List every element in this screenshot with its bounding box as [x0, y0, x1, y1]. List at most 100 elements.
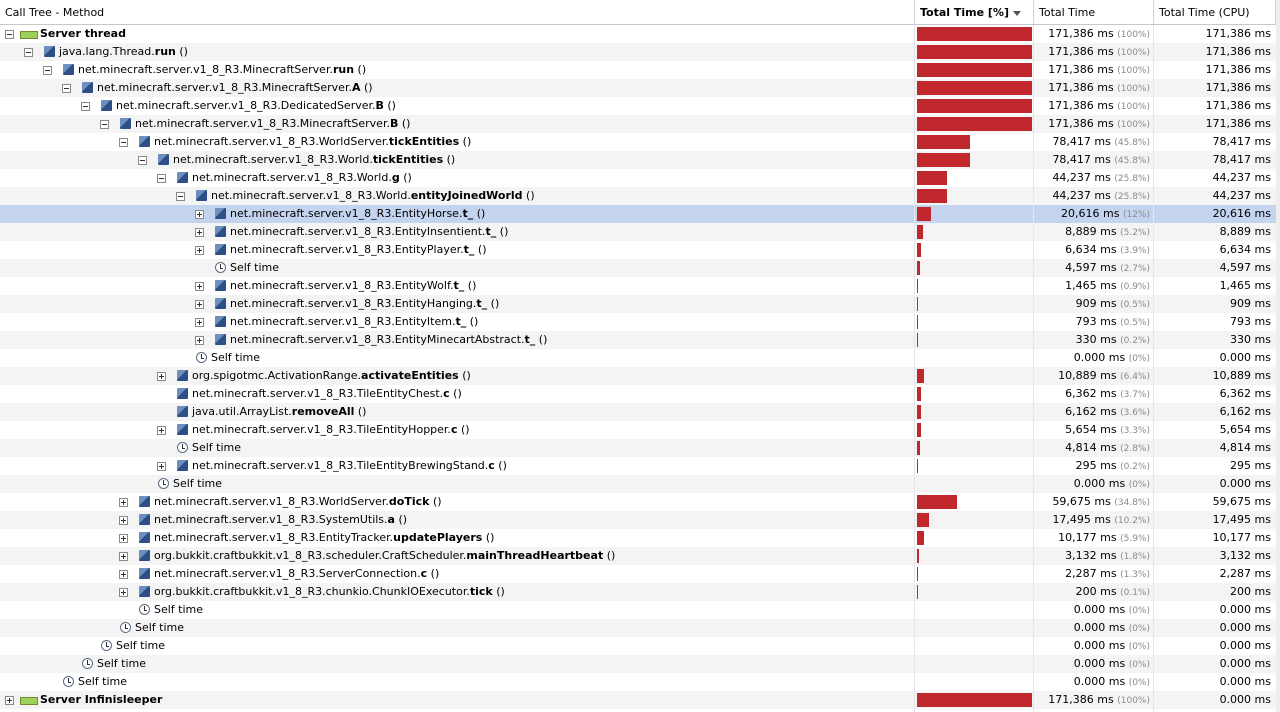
expand-toggle[interactable]: [119, 534, 128, 543]
tree-row[interactable]: Self time 0.000 ms (0%) 0.000 ms: [0, 655, 1276, 673]
class-name: net.minecraft.server.v1_8_R3.SystemUtils…: [154, 513, 388, 526]
tree-row[interactable]: Server Infinisleeper 171,386 ms (100%) 0.0…: [0, 691, 1276, 709]
tree-row[interactable]: Server thread 171,386 ms (100%) 171,386 ms: [0, 25, 1276, 43]
cpu-time-text: 78,417 ms: [1212, 135, 1271, 148]
expand-toggle[interactable]: [195, 210, 204, 219]
method: t_: [463, 243, 475, 256]
cpu-time: 0.000 ms: [1154, 349, 1271, 367]
column-header[interactable]: Total Time (CPU): [1154, 0, 1276, 24]
expand-toggle[interactable]: [195, 228, 204, 237]
arguments: (): [492, 585, 505, 598]
tree-row[interactable]: net.minecraft.server.v1_8_R3.MinecraftSe…: [0, 79, 1276, 97]
total-time-text: 0.000 ms (0%): [1074, 619, 1150, 638]
tree-row[interactable]: net.minecraft.server.v1_8_R3.SystemUtils…: [0, 511, 1276, 529]
tree-row[interactable]: net.minecraft.server.v1_8_R3.TileEntityB…: [0, 457, 1276, 475]
arguments: (): [494, 459, 507, 472]
arguments: (): [487, 297, 500, 310]
self-time-label: Self time: [97, 657, 147, 670]
tree-row[interactable]: Self time 4,597 ms (2.7%) 4,597 ms: [0, 259, 1276, 277]
time-bar: [917, 225, 923, 239]
collapse-toggle[interactable]: [157, 174, 166, 183]
collapse-toggle[interactable]: [119, 138, 128, 147]
expand-toggle[interactable]: [119, 498, 128, 507]
tree-row[interactable]: Self time 0.000 ms (0%) 0.000 ms: [0, 637, 1276, 655]
method: g: [391, 171, 400, 184]
tree-row[interactable]: net.minecraft.server.v1_8_R3.MinecraftSe…: [0, 61, 1276, 79]
tree-row[interactable]: net.minecraft.server.v1_8_R3.ServerConne…: [0, 565, 1276, 583]
tree-row[interactable]: net.minecraft.server.v1_8_R3.World.g () 4…: [0, 169, 1276, 187]
tree-row[interactable]: Self time 0.000 ms (0%) 0.000 ms: [0, 475, 1276, 493]
tree-row[interactable]: Self time 0.000 ms (0%) 0.000 ms: [0, 601, 1276, 619]
collapse-toggle[interactable]: [62, 84, 71, 93]
tree-row[interactable]: org.bukkit.craftbukkit.v1_8_R3.scheduler…: [0, 547, 1276, 565]
expand-toggle[interactable]: [157, 372, 166, 381]
tree-row[interactable]: Self time 0.000 ms (0%) 0.000 ms: [0, 673, 1276, 691]
scrollbar[interactable]: [1276, 0, 1280, 712]
tree-row[interactable]: net.minecraft.server.v1_8_R3.EntityPlaye…: [0, 241, 1276, 259]
tree-row[interactable]: net.minecraft.server.v1_8_R3.World.tickE…: [0, 151, 1276, 169]
cpu-time-text: 909 ms: [1230, 297, 1271, 310]
total-time: 0.000 ms (0%): [1034, 601, 1150, 619]
tree-row[interactable]: net.minecraft.server.v1_8_R3.EntityWolf.…: [0, 277, 1276, 295]
cpu-time: 78,417 ms: [1154, 133, 1271, 151]
tree-row[interactable]: net.minecraft.server.v1_8_R3.EntityInsen…: [0, 223, 1276, 241]
column-header[interactable]: Total Time [%]: [915, 0, 1034, 24]
time-value: 909 ms: [1075, 297, 1117, 310]
collapse-toggle[interactable]: [5, 30, 14, 39]
expand-toggle[interactable]: [195, 318, 204, 327]
collapse-toggle[interactable]: [138, 156, 147, 165]
collapse-toggle[interactable]: [24, 48, 33, 57]
cpu-time: 0.000 ms: [1154, 475, 1271, 493]
expand-toggle[interactable]: [157, 426, 166, 435]
tree-row[interactable]: net.minecraft.server.v1_8_R3.TileEntityC…: [0, 385, 1276, 403]
expand-toggle[interactable]: [195, 282, 204, 291]
expand-toggle[interactable]: [5, 696, 14, 705]
tree-row[interactable]: Self time 0.000 ms (0%) 0.000 ms: [0, 619, 1276, 637]
column-separator: [1033, 25, 1034, 712]
collapse-toggle[interactable]: [43, 66, 52, 75]
method: entityJoinedWorld: [410, 189, 523, 202]
tree-row[interactable]: Self time 4,814 ms (2.8%) 4,814 ms: [0, 439, 1276, 457]
tree-row[interactable]: net.minecraft.server.v1_8_R3.MinecraftSe…: [0, 115, 1276, 133]
collapse-toggle[interactable]: [100, 120, 109, 129]
tree-row[interactable]: net.minecraft.server.v1_8_R3.EntityHorse…: [0, 205, 1276, 223]
total-time: 4,597 ms (2.7%): [1034, 259, 1150, 277]
expand-toggle[interactable]: [119, 570, 128, 579]
time-bar: [917, 99, 1032, 113]
percent-label: (34.8%): [1114, 498, 1150, 508]
tree-row[interactable]: net.minecraft.server.v1_8_R3.EntityMinec…: [0, 331, 1276, 349]
expand-toggle[interactable]: [195, 336, 204, 345]
class-name: net.minecraft.server.v1_8_R3.EntityWolf.: [230, 279, 454, 292]
total-time-text: 78,417 ms (45.8%): [1052, 133, 1150, 152]
method-name: org.bukkit.craftbukkit.v1_8_R3.scheduler…: [154, 547, 615, 565]
expand-toggle[interactable]: [195, 300, 204, 309]
expand-toggle[interactable]: [157, 462, 166, 471]
tree-row[interactable]: net.minecraft.server.v1_8_R3.World.entit…: [0, 187, 1276, 205]
collapse-toggle[interactable]: [81, 102, 90, 111]
expand-toggle[interactable]: [119, 588, 128, 597]
tree-row[interactable]: Self time 0.000 ms (0%) 0.000 ms: [0, 349, 1276, 367]
expand-toggle[interactable]: [195, 246, 204, 255]
tree-row[interactable]: java.lang.Thread.run () 171,386 ms (100%)…: [0, 43, 1276, 61]
column-header[interactable]: Total Time: [1034, 0, 1154, 24]
total-time: 0.000 ms (0%): [1034, 619, 1150, 637]
tree-row[interactable]: net.minecraft.server.v1_8_R3.EntityItem.…: [0, 313, 1276, 331]
total-time-text: 0.000 ms (0%): [1074, 601, 1150, 620]
tree-row[interactable]: org.spigotmc.ActivationRange.activateEnt…: [0, 367, 1276, 385]
tree-row[interactable]: net.minecraft.server.v1_8_R3.TileEntityH…: [0, 421, 1276, 439]
class-name: net.minecraft.server.v1_8_R3.DedicatedSe…: [116, 99, 376, 112]
tree-row[interactable]: net.minecraft.server.v1_8_R3.DedicatedSe…: [0, 97, 1276, 115]
tree-row[interactable]: net.minecraft.server.v1_8_R3.WorldServer…: [0, 133, 1276, 151]
tree-row[interactable]: org.bukkit.craftbukkit.v1_8_R3.chunkio.C…: [0, 583, 1276, 601]
method: t_: [476, 297, 488, 310]
time-value: 295 ms: [1075, 459, 1117, 472]
cpu-time: 793 ms: [1154, 313, 1271, 331]
expand-toggle[interactable]: [119, 516, 128, 525]
collapse-toggle[interactable]: [176, 192, 185, 201]
expand-toggle[interactable]: [119, 552, 128, 561]
tree-row[interactable]: net.minecraft.server.v1_8_R3.WorldServer…: [0, 493, 1276, 511]
tree-row[interactable]: net.minecraft.server.v1_8_R3.EntityHangi…: [0, 295, 1276, 313]
tree-row[interactable]: net.minecraft.server.v1_8_R3.EntityTrack…: [0, 529, 1276, 547]
column-header[interactable]: Call Tree - Method: [0, 0, 915, 24]
tree-row[interactable]: java.util.ArrayList.removeAll () 6,162 ms…: [0, 403, 1276, 421]
